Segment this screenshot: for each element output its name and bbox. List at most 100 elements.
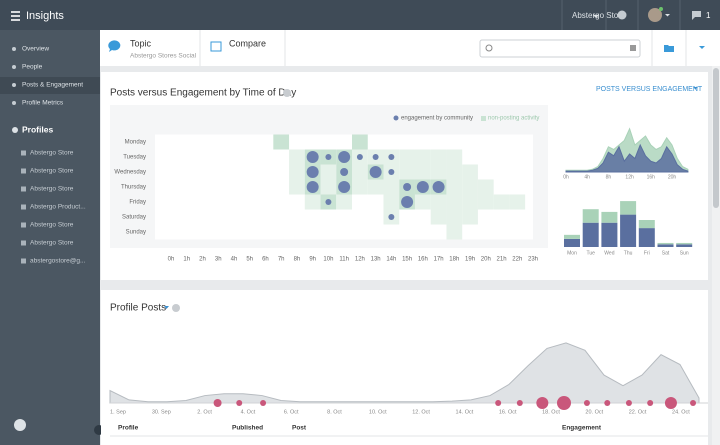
day-label: Monday	[125, 140, 146, 146]
hour-label: 12h	[625, 174, 634, 180]
activity-cell	[304, 194, 321, 210]
day-label: Mon	[567, 250, 577, 256]
post-dot[interactable]	[213, 399, 222, 407]
day-label: Wednesday	[114, 170, 146, 176]
profile-item[interactable]: Abstergo Product...	[30, 204, 86, 211]
hour-label: 9h	[309, 257, 316, 263]
activity-bar	[582, 209, 599, 223]
nav-icon	[12, 65, 16, 69]
network-icon	[21, 150, 26, 156]
scroll-thumb[interactable]	[713, 68, 719, 208]
nav-item[interactable]: People	[22, 64, 43, 71]
profile-item[interactable]: Abstergo Store	[30, 150, 74, 157]
activity-cell	[446, 194, 463, 210]
engagement-bubble	[325, 154, 332, 160]
calendar-icon[interactable]	[630, 45, 636, 51]
activity-cell	[509, 194, 526, 210]
column-header: Engagement	[562, 425, 602, 432]
post-dot[interactable]	[647, 400, 654, 406]
day-label: Sat	[662, 250, 670, 256]
activity-cell	[289, 164, 305, 180]
date-label: 20. Oct	[585, 409, 603, 415]
store-select[interactable]: Abstergo Store	[572, 11, 626, 20]
activity-cell	[446, 149, 463, 165]
date-label: 22. Oct	[629, 409, 647, 415]
hour-label: 22h	[512, 257, 522, 263]
topic-select[interactable]: Topic	[130, 38, 152, 48]
activity-cell	[462, 179, 478, 195]
hour-label: 16h	[647, 174, 656, 180]
profile-item[interactable]: Abstergo Store	[30, 222, 74, 229]
post-dot[interactable]	[556, 396, 571, 410]
day-label: Tuesday	[123, 155, 146, 161]
chat-icon[interactable]	[692, 11, 701, 20]
post-dot[interactable]	[236, 400, 243, 406]
search-box[interactable]	[479, 39, 641, 58]
engagement-bubble	[338, 181, 351, 193]
activity-cell	[430, 149, 447, 165]
activity-cell	[414, 149, 431, 165]
profile-item[interactable]: Abstergo Store	[30, 240, 74, 247]
view-select[interactable]: POSTS VERSUS ENGAGEMENT	[596, 86, 703, 93]
nav-item[interactable]: Posts & Engagement	[22, 82, 83, 89]
date-label: 10. Oct	[369, 409, 387, 415]
post-dot[interactable]	[516, 400, 523, 406]
engagement-bar	[638, 228, 655, 247]
legend-swatch	[393, 115, 399, 121]
post-dot[interactable]	[625, 400, 632, 406]
compare-select[interactable]: Compare	[229, 38, 266, 48]
legend-label: non-posting activity	[488, 116, 539, 122]
post-dot[interactable]	[583, 400, 590, 406]
post-dot[interactable]	[536, 397, 549, 409]
post-dot[interactable]	[495, 400, 502, 406]
nav-item[interactable]: Profile Metrics	[22, 100, 64, 107]
menu-icon[interactable]	[11, 11, 20, 21]
scrollbar[interactable]	[712, 66, 720, 445]
hour-label: 14h	[386, 257, 396, 263]
day-label: Sunday	[126, 230, 146, 236]
profile-item[interactable]: abstergostore@g...	[30, 258, 86, 265]
activity-bar	[638, 220, 655, 229]
activity-cell	[352, 179, 368, 195]
notification-count: 1	[706, 11, 711, 20]
activity-bar	[676, 242, 693, 245]
caret[interactable]	[164, 306, 169, 309]
engagement-bar	[657, 244, 674, 247]
activity-cell	[336, 194, 353, 210]
profile-item[interactable]: Abstergo Store	[30, 168, 74, 175]
activity-bar	[564, 234, 580, 239]
hour-label: 12h	[355, 257, 365, 263]
help-icon[interactable]	[283, 89, 291, 97]
avatar[interactable]	[648, 8, 662, 22]
activity-cell	[399, 164, 415, 180]
caret[interactable]	[699, 46, 705, 49]
info-icon[interactable]	[617, 10, 627, 20]
engagement-bubble	[403, 183, 412, 191]
folder-icon[interactable]	[664, 45, 674, 52]
activity-cell	[462, 209, 478, 225]
engagement-bar	[601, 222, 618, 247]
profile-item[interactable]: Abstergo Store	[30, 186, 74, 193]
hour-label: 8h	[606, 174, 612, 180]
day-label: Thursday	[121, 185, 146, 191]
hour-label: 18h	[449, 257, 459, 263]
post-dot[interactable]	[664, 397, 677, 409]
hour-label: 16h	[418, 257, 428, 263]
hour-label: 21h	[497, 257, 507, 263]
post-dot[interactable]	[260, 400, 267, 406]
post-dot[interactable]	[690, 400, 697, 406]
nav-icon	[12, 101, 16, 105]
help-icon[interactable]	[172, 304, 180, 312]
engagement-bubble	[340, 168, 349, 176]
activity-cell	[462, 194, 478, 210]
engagement-bubble	[401, 196, 414, 208]
date-label: 2. Oct	[197, 409, 212, 415]
globe-icon[interactable]	[14, 419, 26, 431]
day-label: Fri	[644, 250, 650, 256]
post-dot[interactable]	[604, 400, 611, 406]
nav-item[interactable]: Overview	[22, 46, 49, 53]
caret	[665, 14, 670, 17]
column-header: Published	[232, 425, 263, 432]
hour-label: 6h	[262, 257, 269, 263]
date-label: 14. Oct	[456, 409, 474, 415]
